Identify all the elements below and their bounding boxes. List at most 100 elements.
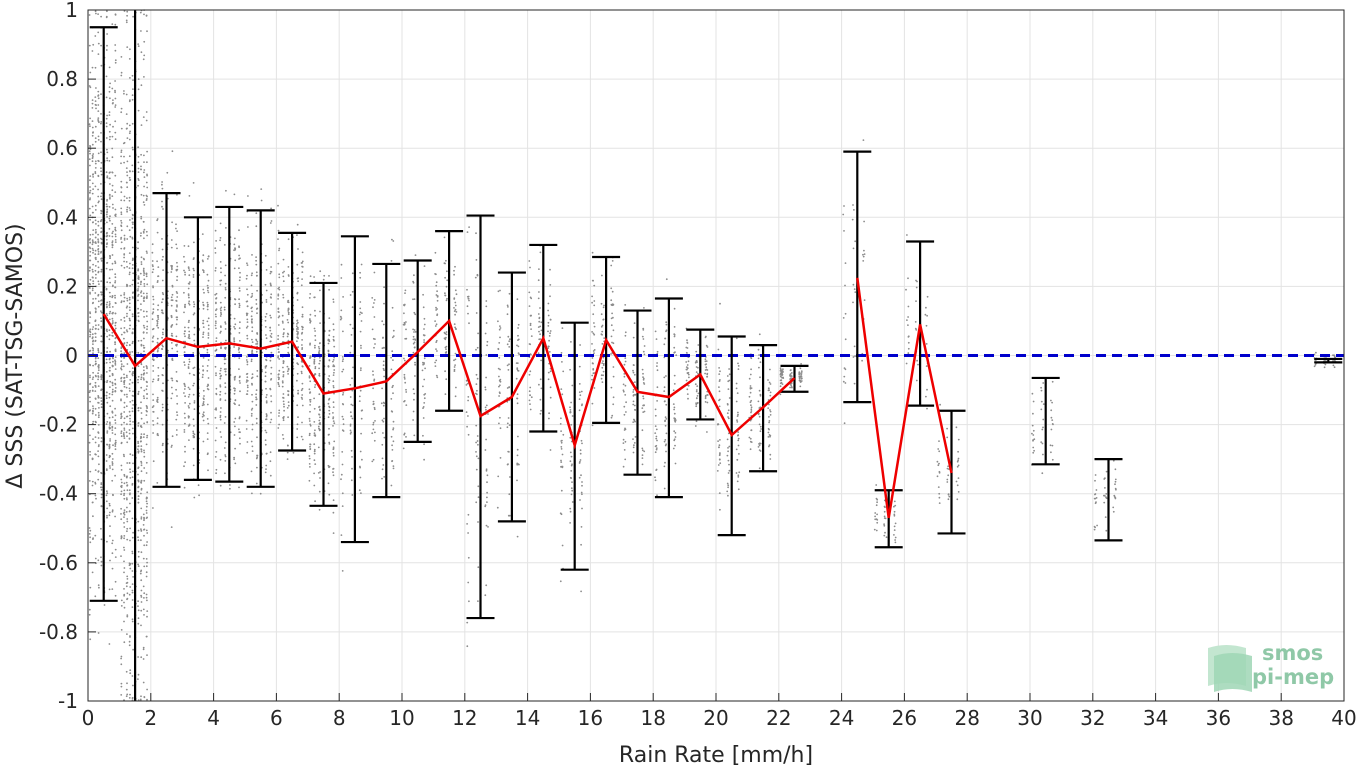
scatter-point: [120, 294, 122, 297]
scatter-point: [140, 539, 142, 542]
scatter-point: [300, 389, 303, 392]
scatter-point: [314, 429, 316, 432]
scatter-point: [643, 345, 646, 347]
scatter-point: [245, 428, 248, 430]
scatter-point: [685, 351, 688, 354]
scatter-point: [128, 317, 131, 320]
scatter-point: [673, 408, 675, 411]
scatter-point: [622, 383, 625, 386]
scatter-point: [175, 418, 178, 421]
scatter-point: [143, 528, 145, 531]
scatter-point: [278, 273, 281, 276]
scatter-point: [611, 260, 614, 262]
scatter-point: [94, 381, 97, 384]
scatter-point: [142, 231, 145, 234]
scatter-point: [114, 131, 117, 134]
scatter-point: [238, 279, 241, 282]
scatter-point: [641, 457, 644, 459]
scatter-point: [610, 386, 613, 389]
scatter-point: [89, 238, 91, 240]
scatter-point: [632, 446, 635, 449]
scatter-point: [328, 409, 331, 412]
scatter-point: [184, 273, 187, 276]
scatter-point: [176, 296, 179, 298]
scatter-point: [485, 404, 488, 407]
scatter-point: [287, 311, 290, 314]
scatter-point: [143, 40, 146, 43]
scatter-point: [140, 378, 143, 381]
scatter-point: [100, 270, 103, 273]
scatter-point: [486, 344, 488, 347]
scatter-point: [140, 594, 143, 597]
scatter-point: [938, 492, 941, 495]
scatter-point: [114, 235, 117, 238]
scatter-point: [97, 90, 100, 93]
scatter-point: [145, 571, 148, 574]
scatter-point: [140, 492, 142, 495]
scatter-point: [106, 176, 109, 179]
scatter-point: [215, 451, 218, 453]
scatter-point: [108, 416, 111, 419]
scatter-point: [383, 476, 386, 478]
scatter-point: [529, 343, 532, 346]
scatter-point: [183, 486, 186, 489]
scatter-point: [92, 176, 94, 178]
scatter-point: [105, 205, 108, 208]
scatter-point: [1032, 434, 1035, 436]
scatter-point: [207, 452, 209, 455]
scatter-point: [319, 289, 321, 292]
scatter-point: [106, 347, 109, 349]
scatter-point: [132, 421, 134, 423]
scatter-point: [1041, 472, 1044, 475]
scatter-point: [184, 402, 187, 404]
scatter-point: [530, 314, 532, 317]
scatter-point: [123, 567, 126, 569]
scatter-point: [188, 281, 191, 283]
scatter-point: [129, 401, 132, 403]
scatter-point: [131, 226, 134, 229]
scatter-point: [423, 323, 426, 326]
scatter-point: [219, 239, 222, 242]
scatter-point: [516, 344, 518, 347]
scatter-point: [328, 317, 331, 319]
scatter-point: [392, 329, 395, 332]
scatter-point: [528, 305, 531, 307]
scatter-point: [341, 415, 344, 418]
scatter-point: [100, 113, 102, 115]
scatter-point: [373, 439, 376, 442]
scatter-point: [108, 194, 111, 197]
scatter-point: [728, 368, 730, 370]
scatter-point: [475, 501, 478, 504]
scatter-point: [202, 288, 205, 291]
scatter-point: [270, 372, 272, 375]
scatter-point: [126, 330, 129, 333]
scatter-point: [123, 380, 126, 383]
scatter-point: [1042, 418, 1045, 421]
scatter-point: [319, 322, 321, 324]
scatter-point: [129, 351, 131, 353]
scatter-point: [114, 59, 117, 62]
scatter-point: [697, 392, 700, 395]
scatter-point: [641, 463, 644, 466]
scatter-point: [183, 269, 185, 272]
scatter-point: [1032, 412, 1034, 415]
scatter-point: [549, 386, 552, 389]
scatter-point: [696, 395, 699, 397]
scatter-point: [768, 445, 770, 448]
scatter-point: [161, 292, 164, 294]
scatter-point: [318, 413, 320, 416]
scatter-point: [465, 379, 468, 382]
scatter-point: [255, 274, 258, 277]
scatter-point: [97, 369, 100, 372]
scatter-point: [247, 226, 249, 228]
scatter-point: [143, 204, 146, 206]
scatter-point: [94, 482, 97, 485]
scatter-point: [309, 380, 312, 383]
scatter-point: [176, 380, 179, 383]
scatter-point: [137, 295, 139, 297]
scatter-point: [88, 150, 91, 153]
scatter-point: [283, 270, 285, 273]
scatter-point: [106, 330, 108, 333]
scatter-point: [114, 233, 117, 236]
scatter-point: [1042, 382, 1045, 384]
